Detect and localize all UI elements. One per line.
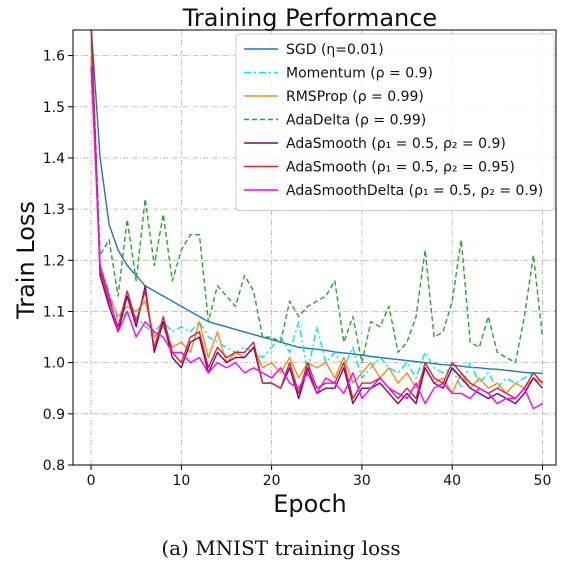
y-tick-label: 1.5 bbox=[43, 100, 65, 116]
y-tick-label: 1.4 bbox=[43, 151, 65, 167]
legend-label: Momentum (ρ = 0.9) bbox=[286, 66, 433, 82]
legend-label: SGD (η=0.01) bbox=[286, 42, 384, 58]
chart-title: Training Performance bbox=[182, 4, 437, 32]
x-tick-label: 20 bbox=[263, 473, 281, 489]
legend-label: AdaSmoothDelta (ρ₁ = 0.5, ρ₂ = 0.9) bbox=[286, 183, 543, 199]
figure-caption: (a) MNIST training loss bbox=[161, 536, 401, 560]
legend-label: AdaSmooth (ρ₁ = 0.5, ρ₂ = 0.9) bbox=[286, 136, 506, 152]
y-axis-label: Train Loss bbox=[12, 201, 40, 320]
legend: SGD (η=0.01) Momentum (ρ = 0.9) RMSProp (ρ… bbox=[235, 33, 555, 211]
y-tick-label: 1.2 bbox=[43, 253, 65, 269]
x-axis-label: Epoch bbox=[273, 490, 347, 518]
x-tick-label: 50 bbox=[534, 473, 552, 489]
series-line bbox=[90, 30, 543, 375]
x-tick-label: 40 bbox=[443, 473, 461, 489]
legend-label: AdaSmooth (ρ₁ = 0.5, ρ₂ = 0.95) bbox=[286, 160, 515, 176]
legend-box bbox=[235, 33, 555, 211]
series-line bbox=[90, 30, 544, 364]
chart: 0 10 20 30 40 50 0.8 0.9 1.0 1.1 1.2 1.3 1.4 1.5 1.6 T… bbox=[12, 4, 557, 518]
y-tick-label: 1.1 bbox=[43, 304, 65, 320]
x-tick-label: 30 bbox=[353, 473, 371, 489]
y-tick-label: 0.9 bbox=[43, 407, 65, 423]
series-line bbox=[90, 65, 543, 410]
series-line bbox=[90, 30, 544, 400]
plot-frame bbox=[72, 29, 557, 466]
x-tick-label: 10 bbox=[172, 473, 190, 489]
series-line bbox=[90, 45, 544, 389]
x-tick-label: 0 bbox=[87, 473, 96, 489]
y-tick-label: 1.3 bbox=[43, 202, 65, 218]
plot-area bbox=[90, 30, 544, 410]
legend-label: RMSProp (ρ = 0.99) bbox=[286, 89, 424, 105]
y-tick-label: 1.0 bbox=[43, 356, 65, 372]
axes: 0 10 20 30 40 50 0.8 0.9 1.0 1.1 1.2 1.3 1.4 1.5 1.6 bbox=[43, 29, 557, 489]
y-tick-label: 0.8 bbox=[43, 458, 65, 474]
legend-label: AdaDelta (ρ = 0.99) bbox=[286, 113, 426, 129]
y-tick-label: 1.6 bbox=[43, 49, 65, 65]
